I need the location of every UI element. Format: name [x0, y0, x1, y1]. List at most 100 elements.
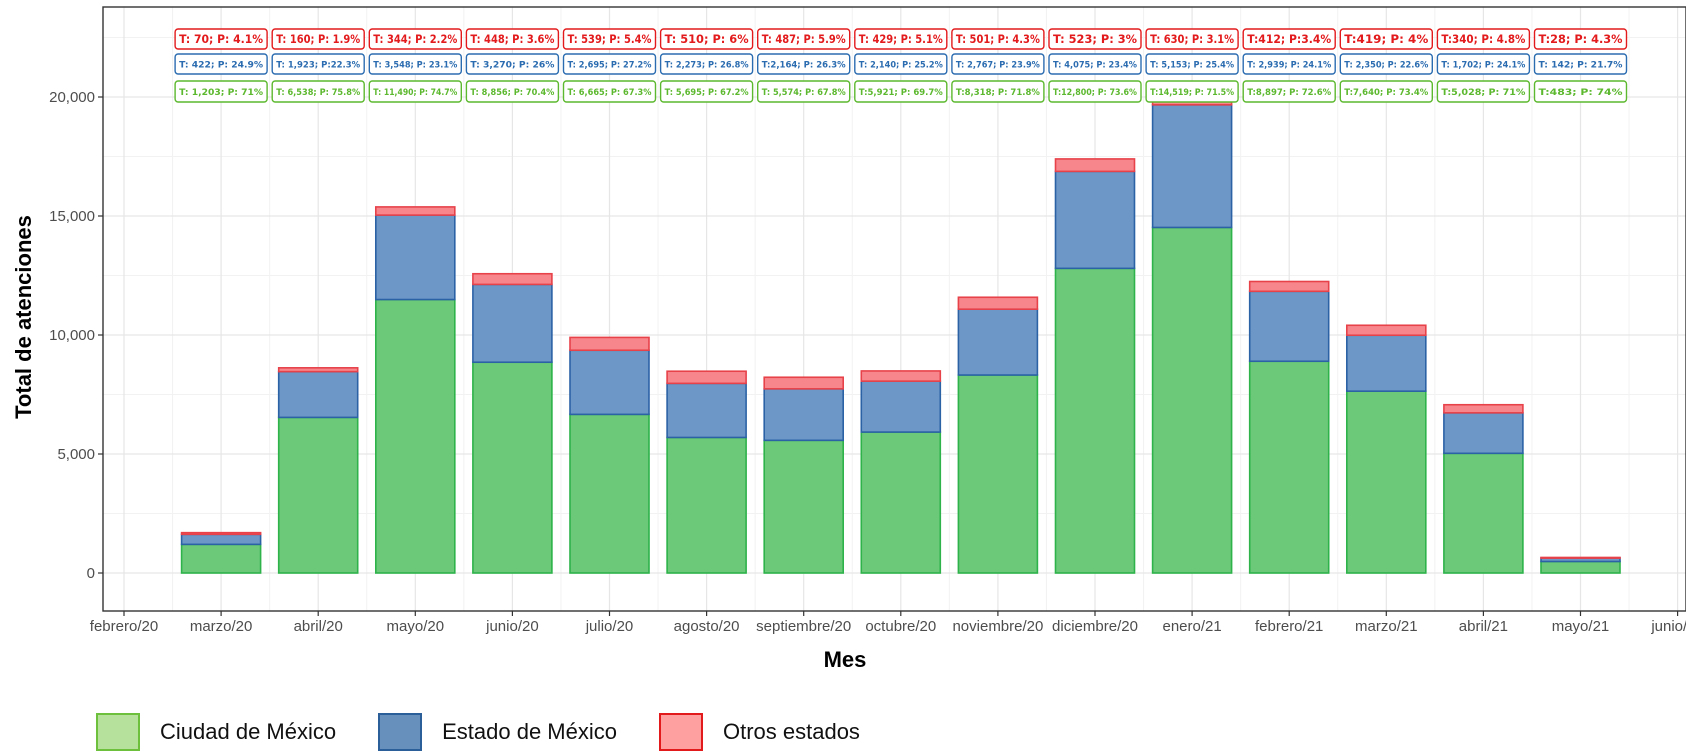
- annotation-otros: T: 539; P: 5.4%: [568, 32, 652, 46]
- panel-border: [102, 6, 1686, 612]
- bar-cdmx: [1540, 560, 1621, 574]
- bar-cdmx: [1443, 452, 1524, 574]
- annotation-otros-box: [465, 28, 560, 50]
- annotation-cdmx: T: 6,538; P: 75.8%: [276, 87, 360, 98]
- bar-otros: [277, 367, 359, 373]
- annotation-otros-box: [174, 28, 268, 50]
- legend-key-edomex: [378, 713, 423, 751]
- bar-cdmx: [860, 431, 942, 574]
- annotation-cdmx: T: 6,665; P: 67.3%: [568, 87, 652, 98]
- annotation-edomex-box: [1436, 53, 1531, 75]
- annotation-cdmx-box: [368, 80, 462, 103]
- legend-item-otros: Otros estados: [658, 713, 860, 751]
- y-tick-label: 0: [87, 565, 95, 582]
- annotation-otros-box: [757, 28, 851, 50]
- annotation-cdmx: T: 1,203; P: 71%: [179, 87, 263, 98]
- annotation-otros-box: [271, 28, 365, 50]
- bar-edomex: [374, 214, 456, 301]
- annotation-cdmx: T:5,028; P: 71%: [1441, 87, 1525, 98]
- annotation-cdmx-box: [1242, 80, 1336, 103]
- legend-label-cdmx: Ciudad de México: [160, 719, 337, 744]
- annotation-otros-box: [1242, 28, 1336, 50]
- bar-otros: [666, 370, 747, 385]
- bar-edomex: [1248, 290, 1330, 363]
- x-tick-label: octubre/20: [865, 618, 936, 635]
- annotation-otros: T: 523; P: 3%: [1053, 32, 1137, 46]
- bar-otros: [1443, 403, 1524, 414]
- annotation-cdmx: T: 5,695; P: 67.2%: [665, 87, 749, 98]
- annotation-otros: T: 630; P: 3.1%: [1150, 32, 1234, 46]
- x-tick-label: agosto/20: [674, 618, 740, 635]
- annotation-edomex: T: 2,939; P: 24.1%: [1247, 59, 1331, 70]
- bar-otros: [1540, 556, 1621, 559]
- x-tick-label: diciembre/20: [1052, 618, 1138, 635]
- annotation-otros: T:340; P: 4.8%: [1441, 32, 1525, 46]
- annotation-cdmx: T:5,921; P: 69.7%: [859, 87, 943, 98]
- annotation-cdmx-box: [1533, 80, 1628, 103]
- bar-edomex: [277, 370, 359, 419]
- annotation-otros: T:28; P: 4.3%: [1539, 32, 1623, 46]
- legend-key-otros: [658, 713, 703, 751]
- annotation-otros: T: 160; P: 1.9%: [276, 32, 360, 46]
- annotation-cdmx-box: [562, 80, 657, 103]
- bar-cdmx: [277, 416, 359, 574]
- annotation-otros-box: [1048, 28, 1142, 50]
- annotation-cdmx: T:12,800; P: 73.6%: [1053, 87, 1137, 98]
- annotation-edomex-box: [951, 53, 1045, 75]
- bar-otros: [1054, 158, 1136, 173]
- bar-otros: [472, 272, 553, 286]
- annotation-edomex: T: 2,695; P: 27.2%: [568, 59, 652, 70]
- annotation-otros: T: 429; P: 5.1%: [859, 32, 943, 46]
- bars: [180, 89, 1621, 574]
- annotation-edomex-box: [465, 53, 560, 75]
- annotation-otros: T: 344; P: 2.2%: [373, 32, 457, 46]
- annotation-edomex: T: 2,140; P: 25.2%: [859, 59, 943, 70]
- bar-otros: [374, 206, 456, 216]
- bar-cdmx: [666, 436, 747, 574]
- y-tick-label: 10,000: [49, 327, 95, 344]
- bar-cdmx: [374, 298, 456, 574]
- x-tick-label: junio/20: [485, 618, 539, 635]
- bar-otros: [569, 336, 650, 352]
- annotation-cdmx: T: 5,574; P: 67.8%: [762, 87, 846, 98]
- bar-cdmx: [763, 439, 845, 574]
- legend-item-edomex: Estado de México: [378, 713, 617, 751]
- annotation-otros: T: 501; P: 4.3%: [956, 32, 1040, 46]
- annotation-cdmx: T:483; P: 74%: [1539, 87, 1623, 98]
- annotation-edomex-box: [562, 53, 657, 75]
- bar-otros: [1346, 324, 1427, 337]
- bar-edomex: [472, 283, 553, 364]
- annotation-cdmx-box: [174, 80, 268, 103]
- annotation-edomex-box: [1145, 53, 1239, 75]
- x-tick-label: marzo/20: [190, 618, 253, 635]
- annotation-cdmx-box: [854, 80, 948, 103]
- annotation-edomex-box: [854, 53, 948, 75]
- x-tick-label: mayo/21: [1552, 618, 1610, 635]
- bar-otros: [180, 531, 262, 536]
- annotation-otros: T: 448; P: 3.6%: [470, 32, 554, 46]
- annotation-edomex: T: 2,273; P: 26.8%: [665, 59, 749, 70]
- bar-cdmx: [1151, 226, 1233, 574]
- bar-cdmx: [1054, 267, 1136, 574]
- x-tick-label: mayo/20: [387, 618, 445, 635]
- bar-edomex: [860, 380, 942, 433]
- x-tick-label: enero/21: [1162, 618, 1221, 635]
- annotation-edomex: T: 1,702; P: 24.1%: [1441, 59, 1525, 70]
- legend-item-cdmx: Ciudad de México: [96, 713, 336, 751]
- annotation-otros-box: [951, 28, 1045, 50]
- annotation-cdmx: T:8,318; P: 71.8%: [956, 87, 1040, 98]
- bar-cdmx: [180, 543, 262, 574]
- bar-edomex: [763, 388, 845, 442]
- annotation-edomex: T: 3,270; P: 26%: [470, 59, 554, 70]
- annotation-edomex-box: [174, 53, 268, 75]
- annotation-cdmx-box: [1339, 80, 1434, 103]
- value-annotations: T: 70; P: 4.1% T: 422; P: 24.9% T: 1,203; …: [174, 28, 1628, 103]
- annotation-edomex: T: 3,548; P: 23.1%: [373, 59, 457, 70]
- annotation-cdmx: T:14,519; P: 71.5%: [1150, 87, 1234, 98]
- annotation-cdmx: T: 8,856; P: 70.4%: [470, 87, 554, 98]
- annotation-cdmx: T: 11,490; P: 74.7%: [373, 87, 457, 98]
- legend: Ciudad de México Estado de México Otros …: [96, 712, 902, 752]
- bar-edomex: [180, 533, 262, 546]
- annotation-edomex: T: 142; P: 21.7%: [1539, 59, 1623, 70]
- x-tick-label: abril/20: [294, 618, 343, 635]
